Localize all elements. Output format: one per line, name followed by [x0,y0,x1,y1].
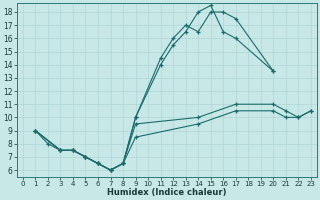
X-axis label: Humidex (Indice chaleur): Humidex (Indice chaleur) [107,188,227,197]
